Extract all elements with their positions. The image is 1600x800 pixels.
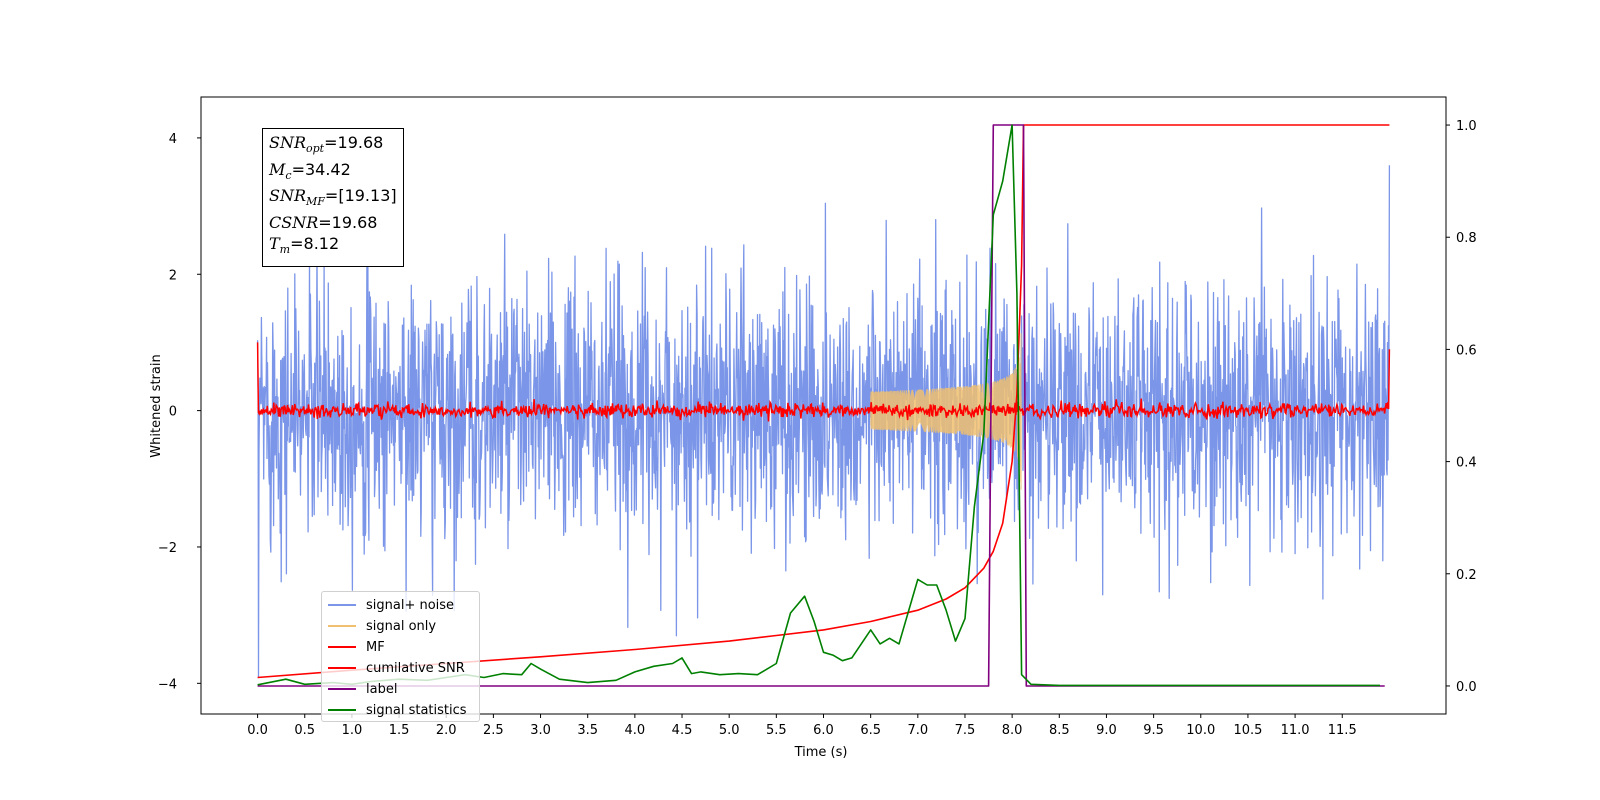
snr-opt-subscript: opt [306,142,325,156]
signal-only-line [870,333,1022,490]
x-tick-label: 2.0 [436,723,457,738]
legend-swatch [328,646,356,648]
y-tick-label: 4 [169,132,177,147]
csnr-symbol: CSNR [269,213,319,233]
x-tick-label: 10.0 [1186,723,1215,738]
mc-symbol: M [269,159,286,179]
legend-label: MF [366,639,385,655]
x-tick-label: 0.5 [294,723,315,738]
csnr-value: =19.68 [318,213,378,233]
x-tick-label: 8.5 [1049,723,1070,738]
y-tick-label: −4 [158,677,177,692]
legend-item: MF [328,637,385,657]
cumilative-snr-line [257,124,1390,679]
legend-swatch [328,604,356,606]
legend-swatch [328,709,356,711]
x-tick-label: 2.5 [483,723,504,738]
snr-mf-subscript: MF [306,195,325,209]
snr-opt-value: =19.68 [324,133,384,152]
mc-subscript: c [285,168,292,182]
legend-item: cumilative SNR [328,658,465,678]
x-tick-label: 6.5 [860,723,881,738]
legend-label: label [366,681,398,697]
legend-swatch [328,625,356,627]
tm-subscript: m [279,242,291,256]
csnr-text: CSNR=19.68 [269,213,397,234]
annotation-box: SNRopt=19.68 Mc=34.42 SNRMF=[19.13] CSNR… [262,128,404,268]
legend-swatch [328,667,356,669]
x-tick-label: 3.5 [577,723,598,738]
series-cumilative-snr [257,124,1390,679]
y-tick-label: 2 [169,268,177,283]
y2-tick-label: 0.2 [1456,568,1477,583]
tm-symbol: T [269,233,280,253]
y2-tick-label: 0.6 [1456,343,1477,358]
x-axis-label: Time (s) [794,745,848,760]
tm-text: Tm=8.12 [269,234,397,261]
legend-label: signal statistics [366,702,467,718]
x-tick-label: 8.0 [1002,723,1023,738]
y-axis-right: 1.0 0.8 0.6 0.4 0.2 0.0 [1446,119,1477,695]
series-signal-only [870,333,1022,490]
legend-item: label [328,679,397,699]
legend-item: signal only [328,616,436,636]
tm-value: =8.12 [290,233,340,253]
x-tick-label: 4.0 [625,723,646,738]
mc-text: Mc=34.42 [269,160,397,187]
legend-item: signal statistics [328,700,467,720]
series-mf [256,342,1391,422]
x-tick-label: 1.5 [389,723,410,738]
x-tick-label: 3.0 [530,723,551,738]
snr-mf-symbol: SNR [269,186,307,206]
x-tick-label: 7.0 [907,723,928,738]
x-tick-label: 6.0 [813,723,834,738]
x-tick-label: 9.0 [1096,723,1117,738]
legend-item: signal+ noise [328,595,454,615]
legend-swatch [328,688,356,690]
x-tick-label: 5.0 [719,723,740,738]
snr-mf-text: SNRMF=[19.13] [269,186,397,213]
legend-label: signal+ noise [366,597,455,613]
legend: signal+ noise signal only MF cumilative SNR… [321,591,480,722]
y-tick-label: −2 [158,541,177,556]
y-tick-label: 0 [169,405,177,420]
legend-label: cumilative SNR [366,660,465,676]
mc-value: =34.42 [291,159,351,179]
y2-tick-label: 0.4 [1456,456,1477,471]
x-tick-label: 9.5 [1143,723,1164,738]
mf-line [256,342,1391,422]
x-tick-label: 10.5 [1233,723,1262,738]
x-tick-label: 5.5 [766,723,787,738]
x-tick-label: 4.5 [672,723,693,738]
y2-tick-label: 0.8 [1456,231,1477,246]
x-tick-label: 11.0 [1281,723,1310,738]
y2-tick-label: 0.0 [1456,680,1477,695]
x-tick-label: 1.0 [342,723,363,738]
x-tick-label: 7.5 [955,723,976,738]
y-axis-left: 4 2 0 −2 −4 [158,132,201,692]
snr-opt-symbol: SNR [269,133,307,152]
x-tick-label: 11.5 [1328,723,1357,738]
snr-mf-value: =[19.13] [324,186,397,206]
x-tick-label: 0.0 [247,723,268,738]
y2-tick-label: 1.0 [1456,119,1477,134]
y-axis-label: Whitened strain [149,354,164,457]
x-axis: 0.0 0.5 1.0 1.5 2.0 2.5 3.0 3.5 4.0 4.5 5.0 5.5 6.0 6… [247,714,1357,738]
plot-area [256,124,1391,687]
snr-opt-text: SNRopt=19.68 [269,133,397,160]
legend-label: signal only [366,618,437,634]
